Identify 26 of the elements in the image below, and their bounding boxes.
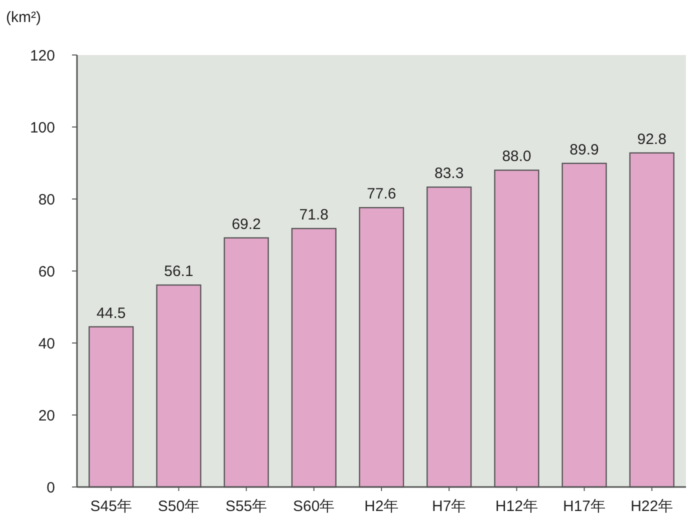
x-tick-label: H7年 [432, 498, 466, 515]
x-tick-label: S50年 [158, 498, 200, 515]
x-tick-label: S45年 [90, 498, 132, 515]
x-tick-label: S60年 [293, 498, 335, 515]
y-tick-label: 120 [30, 47, 55, 64]
y-tick-label: 0 [46, 479, 55, 496]
y-tick-label: 40 [38, 335, 55, 352]
data-label: 77.6 [366, 186, 396, 203]
y-tick-label: 100 [30, 119, 55, 136]
data-label: 88.0 [502, 148, 532, 166]
data-label: 83.3 [434, 165, 464, 182]
x-tick-label: H12年 [495, 498, 538, 515]
data-label: 71.8 [299, 206, 329, 224]
data-label: 69.2 [232, 216, 261, 233]
x-tick-label: H17年 [563, 498, 606, 515]
y-tick-label: 60 [38, 263, 55, 280]
y-axis-title: (km²) [6, 9, 41, 26]
y-tick-label: 80 [38, 191, 55, 208]
data-label: 92.8 [637, 130, 666, 148]
x-tick-label: S55年 [225, 498, 268, 515]
y-tick-label: 20 [38, 407, 55, 424]
data-label: 44.5 [96, 304, 126, 322]
x-tick-label: H22年 [630, 498, 674, 515]
x-tick-label: H2年 [364, 498, 399, 515]
data-label: 89.9 [570, 141, 599, 158]
data-label: 56.1 [164, 263, 194, 280]
